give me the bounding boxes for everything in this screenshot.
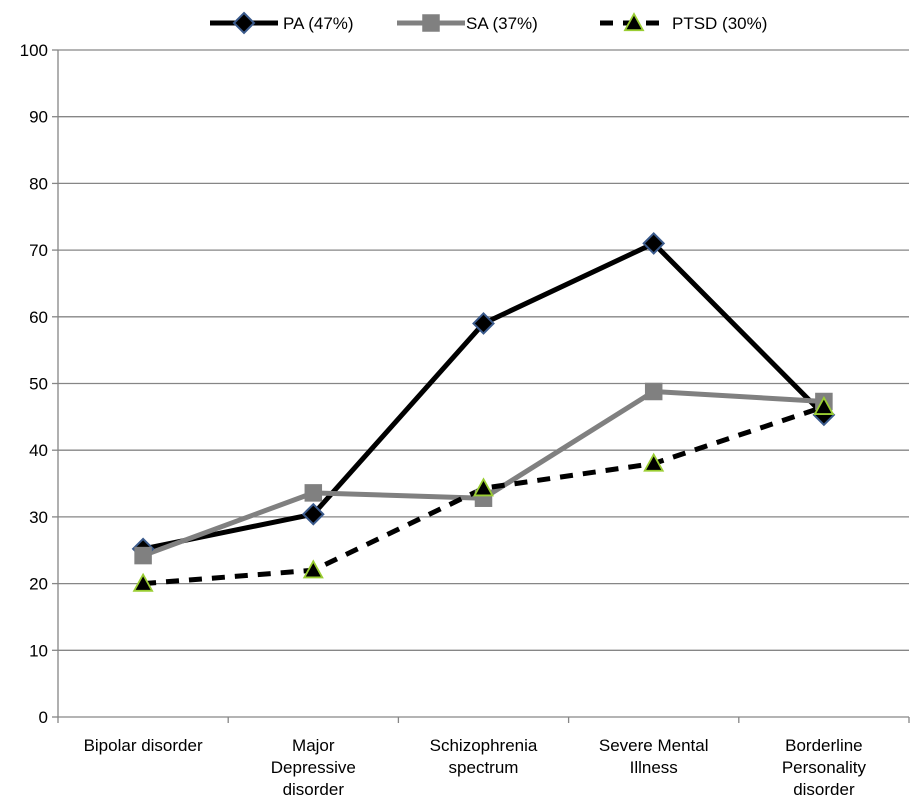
x-tick-label-borderline-personality-disorder: Borderline Personality disorder bbox=[782, 736, 867, 799]
x-tick-label-bipolar-disorder: Bipolar disorder bbox=[84, 736, 203, 755]
point-ptsd-30-schizophrenia-spectrum bbox=[472, 477, 495, 497]
legend-label-ptsd-30: PTSD (30%) bbox=[672, 14, 767, 33]
x-tick-label-major-depressive-disorder: Major Depressive disorder bbox=[271, 736, 356, 799]
axes: 0 10 20 30 40 50 60 70 80 90 100 Bipolar disorder Ma… bbox=[20, 41, 910, 799]
legend-marker-ptsd-30 bbox=[623, 12, 645, 32]
y-tick-label-50: 50 bbox=[29, 375, 48, 394]
y-tick-label-70: 70 bbox=[29, 241, 48, 260]
y-tick-label-100: 100 bbox=[20, 41, 48, 60]
y-tick-label-10: 10 bbox=[29, 641, 48, 660]
x-tick-label-schizophrenia-spectrum: Schizophrenia spectrum bbox=[430, 736, 538, 777]
legend-marker-pa-47 bbox=[232, 11, 256, 35]
point-sa-37-major-depressive-disorder bbox=[304, 484, 323, 502]
point-ptsd-30-borderline-personality-disorder bbox=[813, 395, 835, 415]
legend-label-pa-47: PA (47%) bbox=[283, 14, 354, 33]
point-sa-37-severe-mental-illness bbox=[644, 382, 663, 401]
y-tick-label-60: 60 bbox=[29, 308, 48, 327]
gridlines bbox=[58, 49, 909, 651]
point-sa-37-bipolar-disorder bbox=[134, 546, 152, 565]
legend: PA (47%) SA (37%) PTSD (30%) bbox=[210, 11, 767, 35]
y-tick-label-0: 0 bbox=[39, 708, 48, 727]
point-ptsd-30-bipolar-disorder bbox=[132, 572, 154, 592]
series-lines bbox=[131, 232, 836, 592]
series-line-sa-37 bbox=[140, 389, 827, 559]
x-tick-label-severe-mental-illness: Severe Mental Illness bbox=[599, 736, 709, 777]
y-tick-label-20: 20 bbox=[29, 575, 48, 594]
y-tick-label-90: 90 bbox=[29, 108, 48, 127]
point-pa-47-severe-mental-illness bbox=[642, 232, 666, 255]
point-ptsd-30-severe-mental-illness bbox=[643, 452, 665, 472]
point-ptsd-30-major-depressive-disorder bbox=[302, 559, 324, 579]
point-pa-47-major-depressive-disorder bbox=[301, 502, 325, 526]
y-tick-label-30: 30 bbox=[29, 508, 48, 527]
legend-marker-sa-37 bbox=[422, 14, 440, 32]
legend-label-sa-37: SA (37%) bbox=[466, 14, 538, 33]
y-tick-label-80: 80 bbox=[29, 174, 48, 193]
y-tick-label-40: 40 bbox=[29, 441, 48, 460]
point-pa-47-schizophrenia-spectrum bbox=[472, 312, 495, 335]
